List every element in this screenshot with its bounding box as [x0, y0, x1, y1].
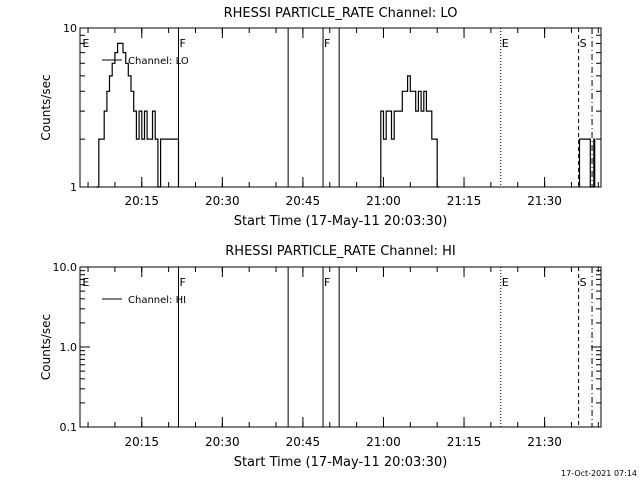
panel-lo-channel: RHESSI PARTICLE_RATE Channel: LO 1 10 20:15… — [39, 6, 602, 229]
event-marker-label: F — [324, 276, 330, 289]
legend-label: Channel: LO — [128, 56, 189, 67]
plot-frame — [79, 266, 602, 428]
series-line-segment — [378, 75, 440, 188]
x-tick-label: 21:15 — [447, 194, 482, 208]
event-marker-label: F — [324, 37, 330, 50]
x-tick-label: 20:30 — [205, 194, 240, 208]
x-tick-label: 21:15 — [447, 435, 482, 449]
event-marker-label: F — [179, 37, 185, 50]
y-axis-label: Counts/sec — [39, 314, 53, 380]
footer-timestamp: 17-Oct-2021 07:14 — [561, 469, 637, 478]
event-marker-label: S — [580, 37, 587, 50]
event-marker-label: E — [502, 37, 509, 50]
legend-label: Channel: HI — [128, 295, 186, 306]
x-tick-label: 20:30 — [205, 435, 240, 449]
x-tick-label: 21:00 — [366, 435, 401, 449]
x-tick-label: 21:30 — [527, 194, 562, 208]
series-line-segment — [96, 42, 180, 188]
x-tick-label: 21:00 — [366, 194, 401, 208]
x-tick-label: 20:15 — [124, 435, 159, 449]
x-axis-label: Start Time (17-May-11 20:03:30) — [234, 455, 448, 470]
chart-title: RHESSI PARTICLE_RATE Channel: HI — [225, 244, 455, 259]
x-tick-label: 21:30 — [527, 435, 562, 449]
y-tick-label: 10.0 — [53, 261, 78, 274]
x-tick-label: 20:15 — [124, 194, 159, 208]
event-marker-label: S — [580, 276, 587, 289]
x-axis-label: Start Time (17-May-11 20:03:30) — [234, 214, 448, 229]
y-tick-label: 1.0 — [60, 341, 78, 354]
plot-frame — [79, 27, 602, 188]
chart-title: RHESSI PARTICLE_RATE Channel: LO — [224, 6, 458, 21]
y-tick-label: 0.1 — [60, 421, 78, 434]
event-marker-label: E — [82, 37, 89, 50]
event-marker-label: E — [82, 276, 89, 289]
y-tick-label: 10 — [63, 22, 77, 35]
event-marker-label: E — [502, 276, 509, 289]
x-tick-label: 20:45 — [286, 435, 321, 449]
x-tick-label: 20:45 — [286, 194, 321, 208]
event-marker-label: F — [179, 276, 185, 289]
y-tick-label: 1 — [70, 181, 77, 194]
series-line-segment — [578, 138, 596, 188]
y-axis-label: Counts/sec — [39, 74, 53, 140]
panel-hi-channel: RHESSI PARTICLE_RATE Channel: HI 0.1 1.0 10… — [39, 244, 602, 470]
